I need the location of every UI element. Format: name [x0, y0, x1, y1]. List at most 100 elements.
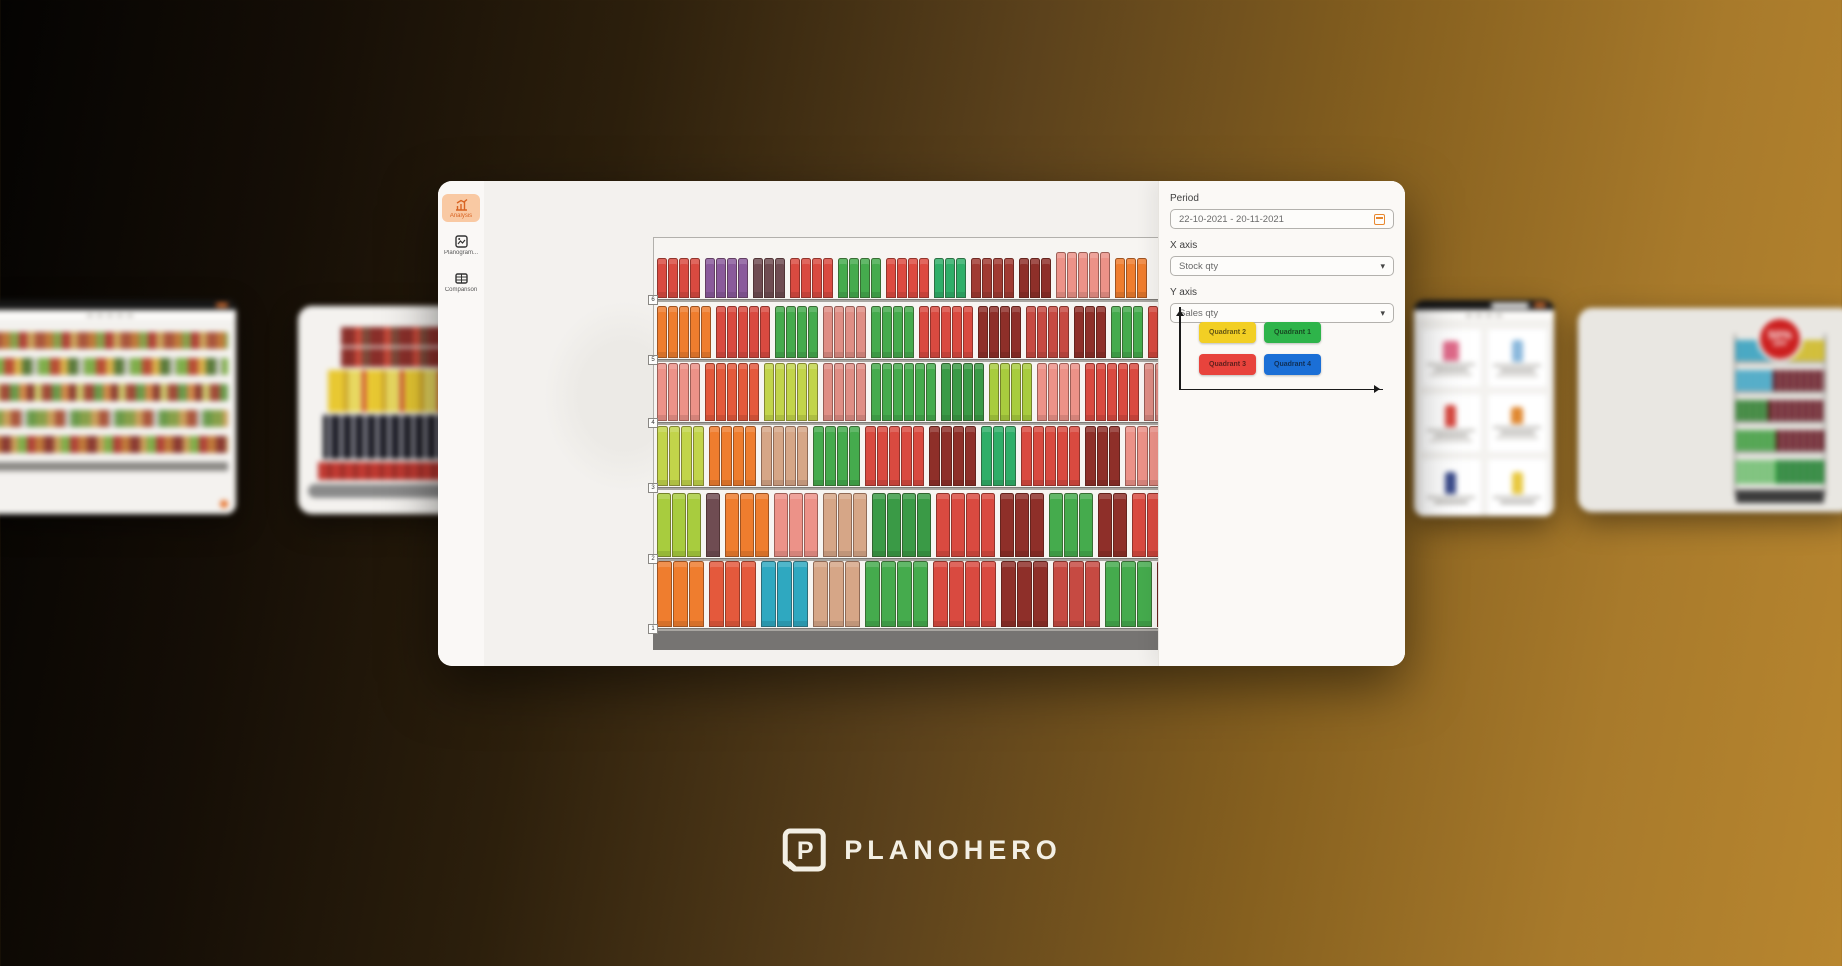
product-facing[interactable]: [887, 493, 901, 557]
product-facing[interactable]: [741, 561, 756, 627]
product-facing[interactable]: [745, 426, 756, 486]
product-facing[interactable]: [1059, 363, 1069, 421]
product-facing[interactable]: [860, 258, 870, 298]
product-facing[interactable]: [801, 258, 811, 298]
product-facing[interactable]: [897, 561, 912, 627]
product-facing[interactable]: [1041, 258, 1051, 298]
product-facing[interactable]: [829, 561, 844, 627]
product-facing[interactable]: [1001, 561, 1016, 627]
product-facing[interactable]: [1137, 426, 1148, 486]
period-date-range-input[interactable]: 22-10-2021 - 20-11-2021: [1170, 209, 1394, 229]
quadrant-3-button[interactable]: Quadrant 3: [1199, 354, 1256, 375]
product-facing[interactable]: [993, 258, 1003, 298]
sidebar-item-comparison[interactable]: Comparison: [442, 268, 480, 296]
product-facing[interactable]: [1019, 258, 1029, 298]
product-facing[interactable]: [1057, 426, 1068, 486]
product-facing[interactable]: [1026, 306, 1036, 358]
product-facing[interactable]: [845, 306, 855, 358]
product-facing[interactable]: [1059, 306, 1069, 358]
product-facing[interactable]: [1085, 363, 1095, 421]
product-facing[interactable]: [1085, 306, 1095, 358]
product-facing[interactable]: [668, 363, 678, 421]
product-facing[interactable]: [1144, 363, 1154, 421]
product-facing[interactable]: [777, 561, 792, 627]
product-facing[interactable]: [1056, 252, 1066, 298]
product-facing[interactable]: [913, 426, 924, 486]
quadrant-4-button[interactable]: Quadrant 4: [1264, 354, 1321, 375]
product-facing[interactable]: [690, 363, 700, 421]
product-facing[interactable]: [993, 426, 1004, 486]
product-facing[interactable]: [785, 426, 796, 486]
product-facing[interactable]: [1045, 426, 1056, 486]
product-facing[interactable]: [982, 258, 992, 298]
product-facing[interactable]: [1017, 561, 1032, 627]
product-facing[interactable]: [761, 561, 776, 627]
product-facing[interactable]: [933, 561, 948, 627]
product-facing[interactable]: [1107, 363, 1117, 421]
product-facing[interactable]: [721, 426, 732, 486]
product-facing[interactable]: [1022, 363, 1032, 421]
product-facing[interactable]: [749, 306, 759, 358]
product-facing[interactable]: [956, 258, 966, 298]
product-facing[interactable]: [881, 561, 896, 627]
product-facing[interactable]: [668, 258, 678, 298]
product-facing[interactable]: [808, 363, 818, 421]
product-facing[interactable]: [952, 306, 962, 358]
product-facing[interactable]: [936, 493, 950, 557]
product-facing[interactable]: [1048, 363, 1058, 421]
product-facing[interactable]: [1109, 426, 1120, 486]
product-facing[interactable]: [893, 306, 903, 358]
product-facing[interactable]: [981, 426, 992, 486]
product-facing[interactable]: [1148, 306, 1158, 358]
product-facing[interactable]: [823, 363, 833, 421]
product-facing[interactable]: [1004, 258, 1014, 298]
product-facing[interactable]: [1067, 252, 1077, 298]
product-facing[interactable]: [657, 306, 667, 358]
product-facing[interactable]: [706, 493, 720, 557]
product-facing[interactable]: [1078, 252, 1088, 298]
product-facing[interactable]: [930, 306, 940, 358]
product-facing[interactable]: [687, 493, 701, 557]
product-facing[interactable]: [1037, 363, 1047, 421]
sidebar-item-planogram[interactable]: Planogram...: [442, 231, 480, 259]
product-facing[interactable]: [871, 258, 881, 298]
product-facing[interactable]: [951, 493, 965, 557]
product-facing[interactable]: [681, 426, 692, 486]
product-facing[interactable]: [657, 493, 671, 557]
product-facing[interactable]: [709, 426, 720, 486]
product-facing[interactable]: [837, 426, 848, 486]
product-facing[interactable]: [775, 306, 785, 358]
product-facing[interactable]: [716, 363, 726, 421]
product-facing[interactable]: [949, 561, 964, 627]
product-facing[interactable]: [727, 258, 737, 298]
product-facing[interactable]: [812, 258, 822, 298]
product-facing[interactable]: [919, 258, 929, 298]
product-facing[interactable]: [1133, 306, 1143, 358]
product-facing[interactable]: [989, 306, 999, 358]
product-facing[interactable]: [668, 306, 678, 358]
product-facing[interactable]: [1069, 561, 1084, 627]
product-facing[interactable]: [981, 493, 995, 557]
quadrant-1-button[interactable]: Quadrant 1: [1264, 322, 1321, 343]
product-facing[interactable]: [808, 306, 818, 358]
product-facing[interactable]: [849, 426, 860, 486]
product-facing[interactable]: [755, 493, 769, 557]
product-facing[interactable]: [919, 306, 929, 358]
product-facing[interactable]: [786, 363, 796, 421]
product-facing[interactable]: [727, 306, 737, 358]
product-facing[interactable]: [902, 493, 916, 557]
product-facing[interactable]: [775, 363, 785, 421]
product-facing[interactable]: [669, 426, 680, 486]
product-facing[interactable]: [1121, 561, 1136, 627]
product-facing[interactable]: [865, 426, 876, 486]
product-facing[interactable]: [838, 258, 848, 298]
product-facing[interactable]: [926, 363, 936, 421]
product-facing[interactable]: [1011, 306, 1021, 358]
product-facing[interactable]: [856, 306, 866, 358]
product-facing[interactable]: [856, 363, 866, 421]
product-facing[interactable]: [679, 258, 689, 298]
product-facing[interactable]: [725, 561, 740, 627]
product-facing[interactable]: [1100, 252, 1110, 298]
product-facing[interactable]: [941, 426, 952, 486]
product-facing[interactable]: [1069, 426, 1080, 486]
